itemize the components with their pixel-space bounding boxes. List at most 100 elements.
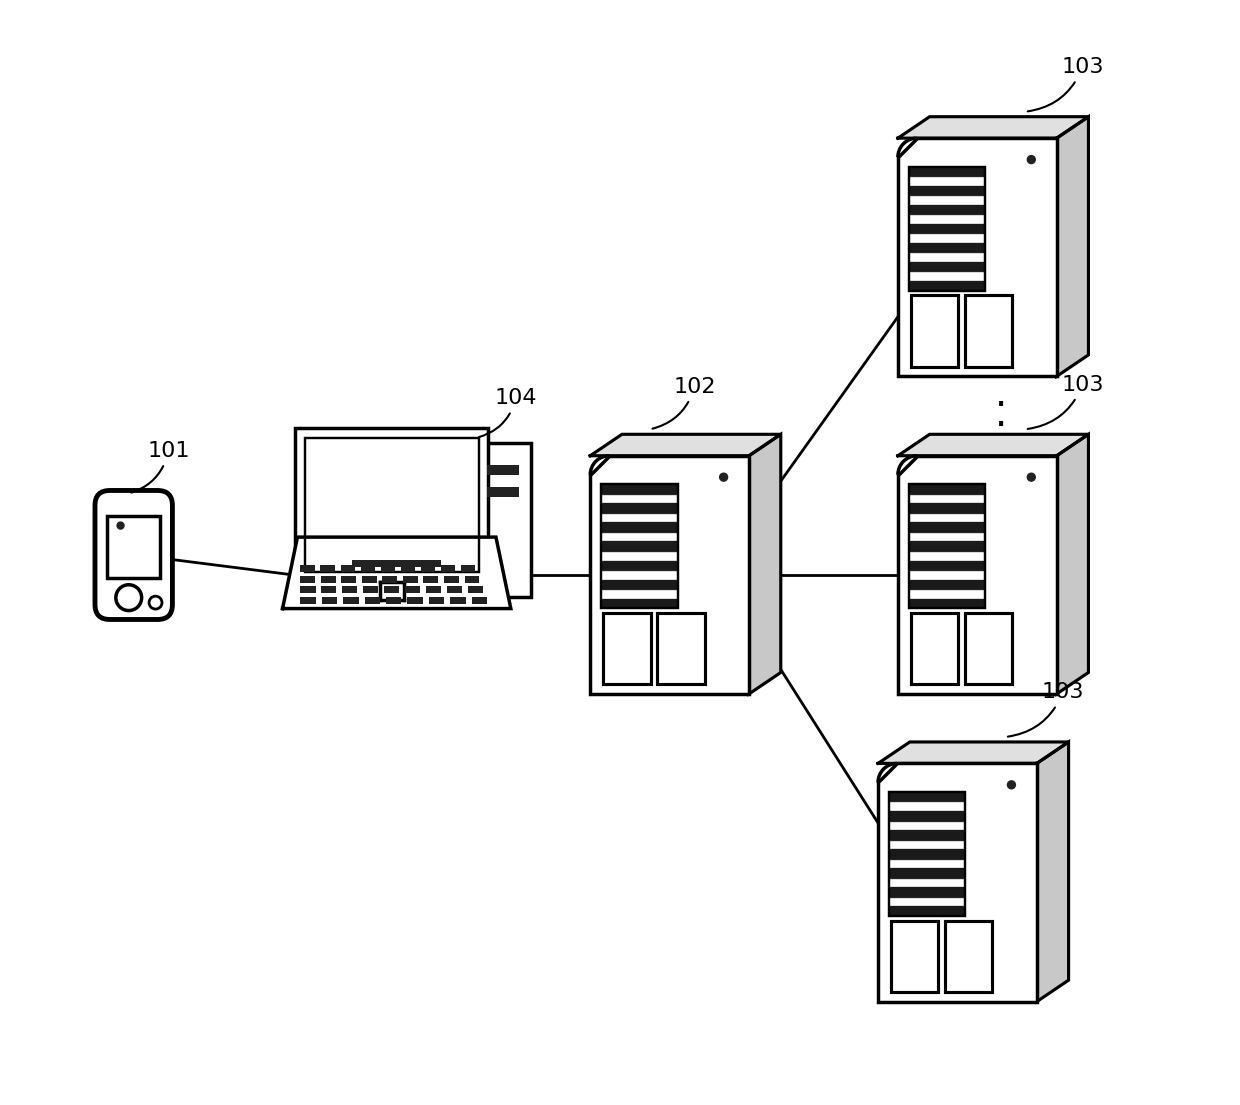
Bar [424, 576, 438, 582]
Bar [889, 792, 966, 916]
Bar [343, 597, 358, 603]
Bar [465, 576, 480, 582]
Text: ·: · [994, 387, 1007, 425]
Bar [889, 897, 966, 906]
Bar [601, 495, 677, 504]
Bar [601, 514, 677, 523]
Text: 103: 103 [1028, 57, 1104, 112]
Bar [909, 571, 986, 580]
FancyBboxPatch shape [95, 491, 172, 620]
Bar [945, 920, 992, 992]
Polygon shape [1056, 434, 1089, 694]
Bar [601, 484, 677, 608]
Bar [481, 443, 531, 597]
Bar [909, 177, 986, 186]
Bar [889, 869, 966, 878]
Bar [401, 565, 415, 572]
Bar [321, 576, 336, 582]
Bar [657, 613, 704, 684]
Bar [361, 565, 374, 572]
Bar [909, 560, 986, 571]
Bar [909, 253, 986, 262]
Bar [403, 576, 418, 582]
Bar [909, 541, 986, 552]
Bar [365, 597, 379, 603]
Bar [420, 565, 435, 572]
Bar [909, 197, 986, 204]
Bar [909, 262, 986, 273]
Bar [461, 565, 475, 572]
Bar [471, 597, 487, 603]
Bar [909, 580, 986, 590]
Bar [909, 281, 986, 292]
Bar [321, 587, 336, 593]
Bar [450, 597, 465, 603]
Bar [909, 484, 986, 608]
Bar [909, 224, 986, 234]
Bar [603, 613, 651, 684]
Text: 102: 102 [652, 377, 715, 429]
Bar [889, 887, 966, 897]
PathPatch shape [898, 138, 1056, 377]
Polygon shape [878, 741, 1069, 764]
Bar [909, 504, 986, 514]
Bar [601, 560, 677, 571]
Bar [601, 523, 677, 533]
Bar [429, 597, 444, 603]
Bar [909, 495, 986, 504]
Bar [341, 576, 356, 582]
Bar [342, 587, 357, 593]
Bar [909, 599, 986, 609]
Bar [909, 484, 986, 495]
Bar [909, 215, 986, 224]
Polygon shape [1056, 117, 1089, 377]
Circle shape [117, 522, 124, 529]
Bar [381, 565, 396, 572]
Bar [444, 576, 459, 582]
Bar [601, 590, 677, 599]
PathPatch shape [878, 764, 1037, 1001]
Bar [889, 860, 966, 869]
Bar [320, 565, 335, 572]
Bar [889, 792, 966, 802]
Bar [910, 613, 959, 684]
Bar [487, 487, 520, 497]
Polygon shape [898, 434, 1089, 455]
Polygon shape [1037, 741, 1069, 1001]
Bar [300, 597, 316, 603]
Bar [909, 243, 986, 253]
Polygon shape [590, 434, 781, 455]
Bar [362, 576, 377, 582]
Bar [909, 273, 986, 281]
Text: ·: · [994, 407, 1007, 445]
Bar [889, 821, 966, 830]
Bar [889, 849, 966, 860]
Bar [441, 565, 455, 572]
Bar [467, 587, 484, 593]
Text: 101: 101 [131, 441, 190, 493]
Bar [889, 841, 966, 849]
Bar [322, 597, 337, 603]
PathPatch shape [898, 455, 1056, 694]
Bar [909, 167, 986, 291]
Circle shape [1027, 156, 1035, 164]
Bar [909, 552, 986, 560]
Bar [384, 587, 399, 593]
Bar [889, 878, 966, 887]
Bar [601, 533, 677, 541]
Bar [909, 186, 986, 197]
Bar [601, 504, 677, 514]
Bar [909, 590, 986, 599]
Bar [487, 465, 520, 475]
Bar [889, 811, 966, 821]
Bar [890, 920, 939, 992]
Bar [909, 523, 986, 533]
Bar [909, 514, 986, 523]
Bar [108, 516, 160, 578]
Bar [601, 484, 677, 495]
Bar [601, 580, 677, 590]
Bar [300, 587, 315, 593]
Bar [889, 802, 966, 811]
Bar [909, 234, 986, 243]
Text: 103: 103 [1008, 682, 1084, 737]
